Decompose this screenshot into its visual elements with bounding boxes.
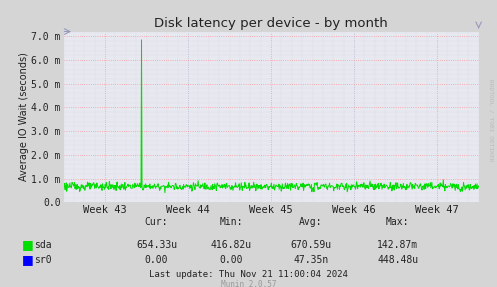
Text: ■: ■: [22, 253, 34, 266]
Text: sr0: sr0: [34, 255, 51, 265]
Text: Munin 2.0.57: Munin 2.0.57: [221, 280, 276, 287]
Text: Max:: Max:: [386, 217, 410, 227]
Text: 0.00: 0.00: [145, 255, 168, 265]
Text: Last update: Thu Nov 21 11:00:04 2024: Last update: Thu Nov 21 11:00:04 2024: [149, 270, 348, 279]
Text: ■: ■: [22, 238, 34, 251]
Text: RRDTOOL / TOBI OETIKER: RRDTOOL / TOBI OETIKER: [489, 79, 494, 162]
Text: 416.82u: 416.82u: [211, 240, 251, 249]
Text: Avg:: Avg:: [299, 217, 323, 227]
Text: 448.48u: 448.48u: [377, 255, 418, 265]
Text: sda: sda: [34, 240, 51, 249]
Text: Cur:: Cur:: [145, 217, 168, 227]
Text: 654.33u: 654.33u: [136, 240, 177, 249]
Text: 142.87m: 142.87m: [377, 240, 418, 249]
Text: 0.00: 0.00: [219, 255, 243, 265]
Title: Disk latency per device - by month: Disk latency per device - by month: [154, 18, 388, 30]
Text: 670.59u: 670.59u: [290, 240, 331, 249]
Y-axis label: Average IO Wait (seconds): Average IO Wait (seconds): [19, 53, 29, 181]
Text: 47.35n: 47.35n: [293, 255, 328, 265]
Text: Min:: Min:: [219, 217, 243, 227]
